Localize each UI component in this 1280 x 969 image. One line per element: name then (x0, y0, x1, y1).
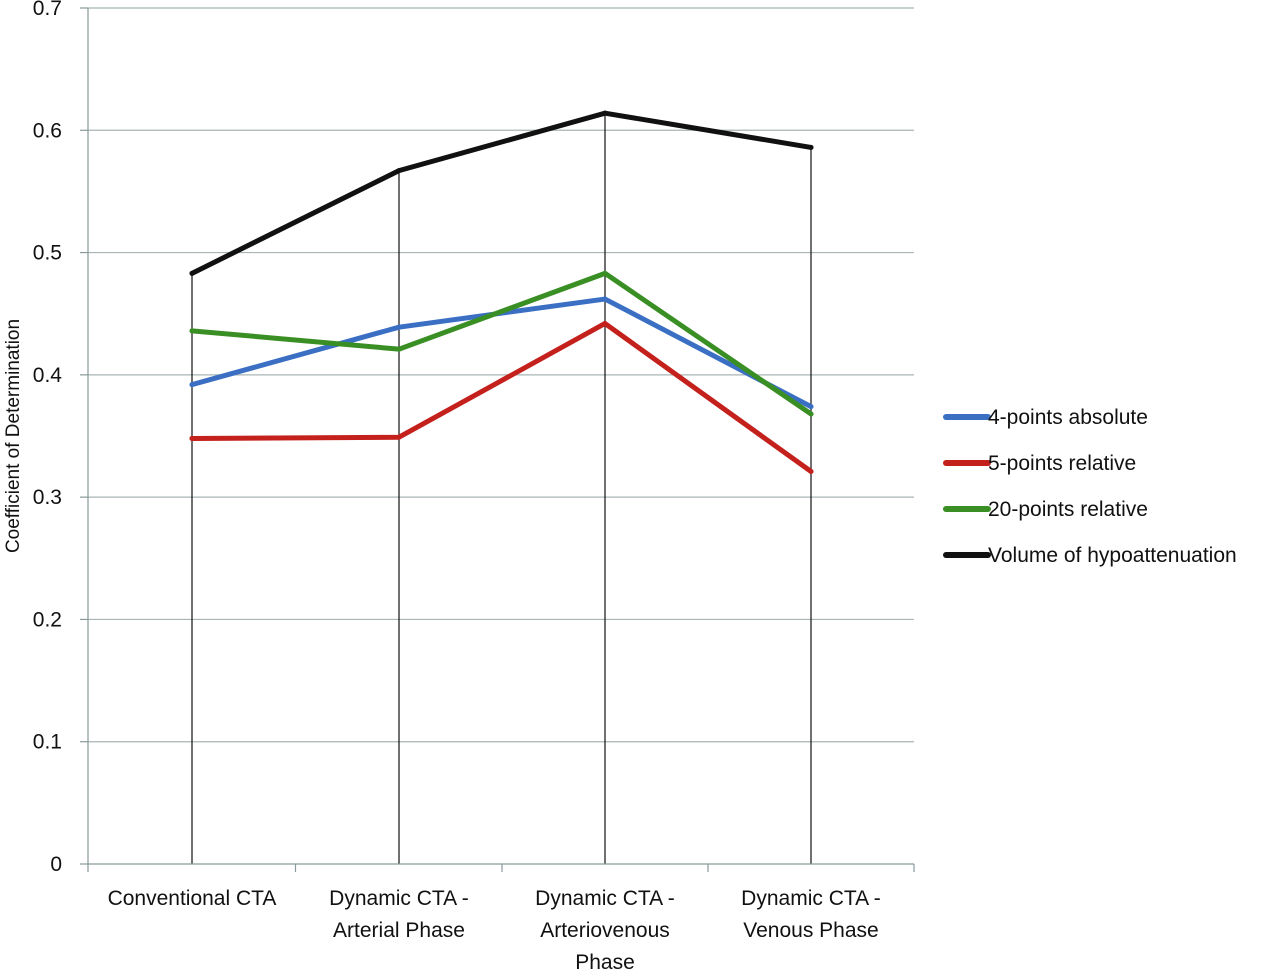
data-point (189, 382, 195, 388)
x-tick-label: Dynamic CTA - Arteriovenous Phase (535, 887, 675, 969)
data-point (396, 324, 402, 330)
data-point (396, 168, 402, 174)
x-tick-label: Conventional CTA (108, 887, 277, 910)
data-point (396, 346, 402, 352)
data-point (602, 270, 608, 276)
legend-label: 4-points absolute (988, 406, 1148, 429)
x-tick-label-line: Arteriovenous (540, 919, 670, 942)
data-point (808, 411, 814, 417)
data-point (808, 144, 814, 150)
data-point (189, 270, 195, 276)
series-line-3 (189, 110, 814, 276)
series-lines (189, 110, 814, 474)
data-point (602, 110, 608, 116)
grid-layer (88, 7, 914, 743)
series-line-2 (189, 270, 814, 417)
x-tick-labels: Conventional CTA Dynamic CTA - Arterial Ph… (108, 887, 881, 969)
legend: 4-points absolute 5-points relative 20-poi… (943, 406, 1237, 567)
data-point (396, 434, 402, 440)
legend-label: 5-points relative (988, 452, 1136, 475)
data-point (602, 296, 608, 302)
data-point (808, 468, 814, 474)
y-tick-label: 0.1 (33, 731, 62, 754)
y-tick-label: 0.7 (33, 0, 62, 20)
data-point (808, 404, 814, 410)
x-tick-label: Dynamic CTA - Arterial Phase (329, 887, 469, 942)
category-drop-lines (191, 113, 812, 864)
legend-label: Volume of hypoattenuation (988, 544, 1237, 567)
legend-label: 20-points relative (988, 498, 1148, 521)
y-tick-label: 0 (50, 853, 62, 876)
y-tick-labels: 0 0.1 0.2 0.3 0.4 0.5 0.6 0.7 (33, 0, 63, 876)
x-tick-label-line: Phase (575, 951, 635, 969)
series-line-1 (189, 320, 814, 474)
y-tick-label: 0.2 (33, 608, 62, 631)
x-tick-label-line: Dynamic CTA - (535, 887, 675, 910)
x-tick-label-line: Arterial Phase (333, 919, 465, 942)
x-tick-label-line: Venous Phase (743, 919, 878, 942)
axes (80, 7, 915, 872)
y-axis-label: Coefficient of Determination (3, 319, 24, 553)
y-tick-label: 0.6 (33, 119, 62, 142)
y-tick-label: 0.5 (33, 242, 62, 265)
data-point (189, 435, 195, 441)
y-tick-label: 0.3 (33, 486, 62, 509)
x-tick-label-line: Conventional CTA (108, 887, 277, 910)
x-tick-label-line: Dynamic CTA - (329, 887, 469, 910)
x-tick-label-line: Dynamic CTA - (741, 887, 881, 910)
data-point (189, 328, 195, 334)
x-tick-label: Dynamic CTA - Venous Phase (741, 887, 881, 942)
y-tick-label: 0.4 (33, 364, 63, 387)
data-point (602, 320, 608, 326)
